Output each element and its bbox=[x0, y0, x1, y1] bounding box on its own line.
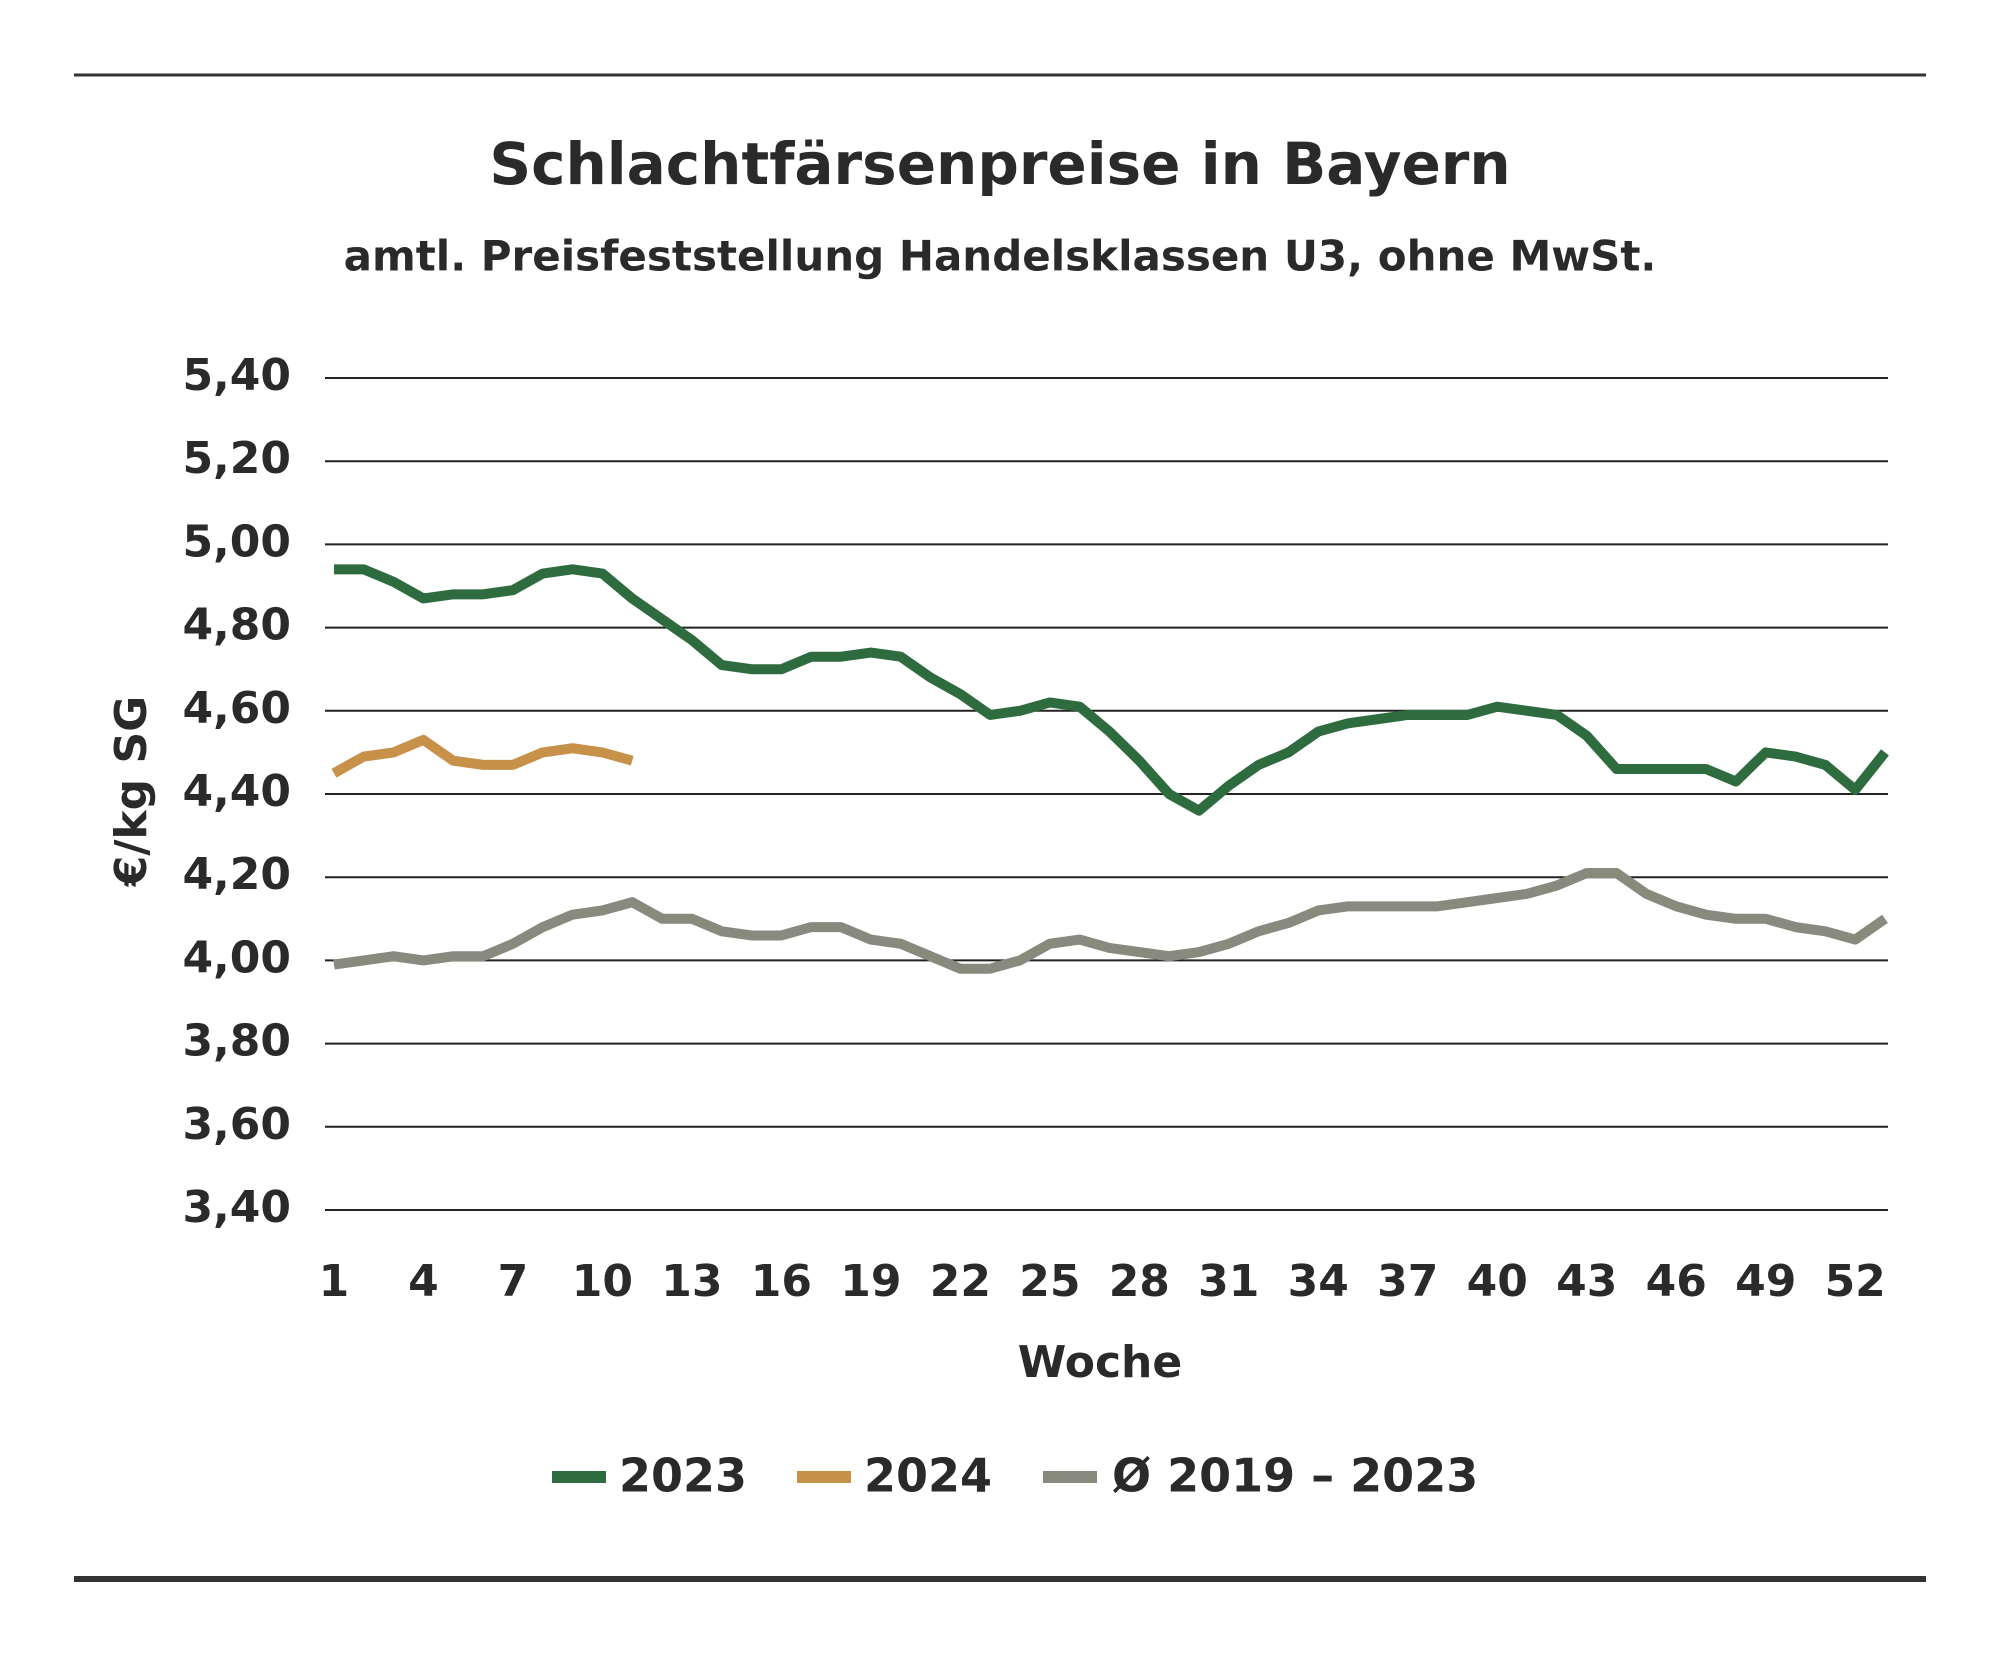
x-tick-label: 49 bbox=[1735, 1256, 1796, 1307]
legend-label: 2023 bbox=[619, 1449, 747, 1503]
y-tick-label: 3,40 bbox=[182, 1182, 291, 1233]
x-tick-label: 25 bbox=[1019, 1256, 1080, 1307]
y-tick-label: 3,80 bbox=[182, 1016, 291, 1067]
x-tick-label: 22 bbox=[930, 1256, 991, 1307]
y-tick-label: 4,20 bbox=[182, 849, 291, 900]
x-tick-label: 28 bbox=[1109, 1256, 1170, 1307]
x-tick-label: 7 bbox=[498, 1256, 529, 1307]
x-tick-label: 46 bbox=[1646, 1256, 1707, 1307]
legend-label: Ø 2019 – 2023 bbox=[1112, 1449, 1478, 1503]
y-axis-label: €/kg SG bbox=[106, 696, 157, 888]
x-tick-label: 16 bbox=[751, 1256, 812, 1307]
x-tick-label: 40 bbox=[1467, 1256, 1528, 1307]
y-tick-label: 4,40 bbox=[182, 766, 291, 817]
x-tick-label: 37 bbox=[1377, 1256, 1438, 1307]
x-tick-label: 31 bbox=[1198, 1256, 1259, 1307]
x-tick-label: 10 bbox=[572, 1256, 633, 1307]
x-tick-label: 52 bbox=[1825, 1256, 1886, 1307]
y-tick-label: 5,20 bbox=[182, 433, 291, 484]
chart-subtitle: amtl. Preisfeststellung Handelsklassen U… bbox=[344, 232, 1657, 281]
x-axis-label: Woche bbox=[1018, 1337, 1182, 1388]
series-line bbox=[333, 564, 1889, 816]
y-tick-label: 4,00 bbox=[182, 932, 291, 983]
x-tick-label: 13 bbox=[661, 1256, 722, 1307]
y-tick-label: 4,80 bbox=[182, 600, 291, 651]
x-tick-label: 34 bbox=[1288, 1256, 1349, 1307]
x-tick-label: 1 bbox=[319, 1256, 350, 1307]
y-tick-label: 5,40 bbox=[182, 350, 291, 401]
legend-label: 2024 bbox=[864, 1449, 992, 1503]
series-line bbox=[333, 868, 1888, 974]
y-tick-label: 5,00 bbox=[182, 516, 291, 567]
chart-title: Schlachtfärsenpreise in Bayern bbox=[489, 130, 1510, 198]
x-tick-label: 4 bbox=[408, 1256, 439, 1307]
x-tick-label: 19 bbox=[840, 1256, 901, 1307]
y-tick-label: 3,60 bbox=[182, 1099, 291, 1150]
x-tick-label: 43 bbox=[1556, 1256, 1617, 1307]
y-tick-label: 4,60 bbox=[182, 683, 291, 734]
series-line bbox=[331, 734, 634, 778]
